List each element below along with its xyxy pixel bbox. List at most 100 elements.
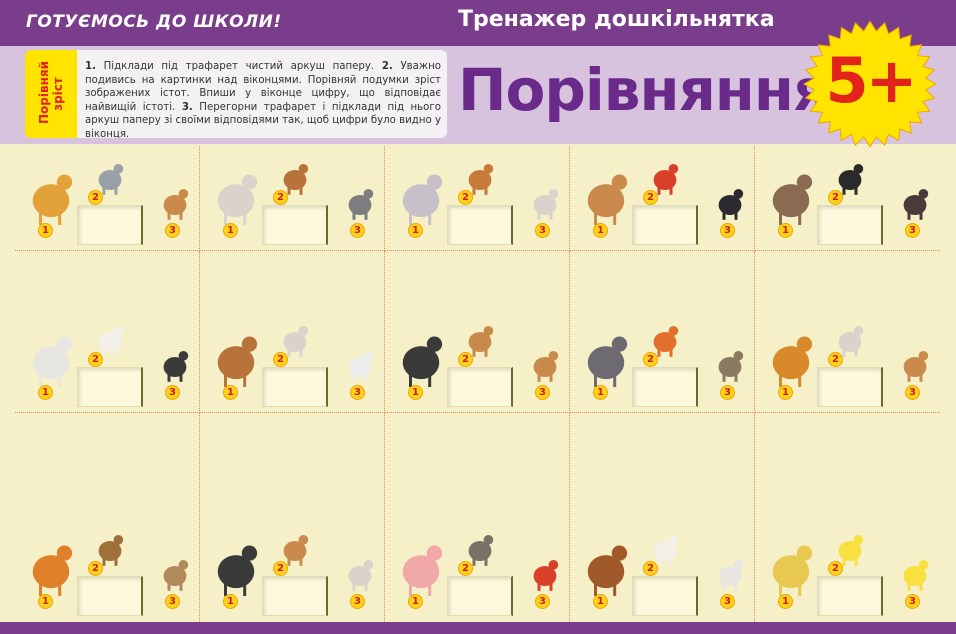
answer-window[interactable] (632, 367, 698, 407)
instructions-text: 1. Підклади під трафарет чистий аркуш па… (85, 60, 441, 138)
squirrel-icon (163, 560, 189, 591)
step-text: Перегорни трафарет і підклади під нього … (85, 101, 441, 138)
number-badge: 1 (778, 223, 793, 238)
number-badge: 2 (458, 352, 473, 367)
number-badge: 3 (535, 385, 550, 400)
header-bar: ГОТУЄМОСЬ ДО ШКОЛИ! Тренажер дошкільнятк… (0, 0, 956, 46)
answer-window[interactable] (447, 576, 513, 616)
number-badge: 1 (38, 385, 53, 400)
dog-icon (587, 174, 628, 226)
lion-icon (772, 336, 813, 388)
starburst-icon (802, 20, 938, 148)
crow-icon (838, 164, 864, 195)
pig-icon (402, 545, 443, 597)
goose-icon (718, 560, 744, 591)
age-label: 5+ (825, 44, 917, 117)
number-badge: 3 (350, 594, 365, 609)
comparison-cell: 1 2 3 (385, 413, 570, 622)
sheep-icon (98, 326, 124, 357)
number-badge: 3 (720, 594, 735, 609)
number-badge: 1 (38, 223, 53, 238)
task-tag-label: Порівняй зріст (37, 61, 65, 124)
step-number: 1. (85, 61, 96, 72)
comparison-cell: 1 2 3 (385, 251, 570, 413)
goose-icon (32, 336, 73, 388)
number-badge: 3 (905, 594, 920, 609)
fox-icon (653, 326, 679, 357)
number-badge: 3 (350, 223, 365, 238)
answer-window[interactable] (447, 367, 513, 407)
number-badge: 2 (828, 561, 843, 576)
number-badge: 1 (593, 385, 608, 400)
number-badge: 1 (593, 594, 608, 609)
number-badge: 2 (643, 190, 658, 205)
answer-window[interactable] (817, 205, 883, 245)
giraffe-icon (32, 174, 73, 226)
hippo-icon (587, 336, 628, 388)
answer-window[interactable] (632, 576, 698, 616)
answer-window[interactable] (447, 205, 513, 245)
cat-icon (217, 174, 258, 226)
number-badge: 2 (88, 352, 103, 367)
hen-icon (587, 545, 628, 597)
number-badge: 1 (408, 385, 423, 400)
number-badge: 1 (778, 385, 793, 400)
comparison-cell: 1 2 3 (200, 413, 385, 622)
dog-icon (533, 351, 559, 382)
rooster-icon (653, 164, 679, 195)
number-badge: 3 (905, 385, 920, 400)
cat-icon (533, 189, 559, 220)
tiger-icon (32, 545, 73, 597)
answer-window[interactable] (262, 576, 328, 616)
goat-icon (348, 351, 374, 382)
number-badge: 2 (828, 352, 843, 367)
cow-icon (217, 545, 258, 597)
dog-icon (903, 351, 929, 382)
number-badge: 2 (828, 190, 843, 205)
answer-window[interactable] (262, 367, 328, 407)
series-title: Тренажер дошкільнятка (458, 7, 775, 32)
number-badge: 1 (593, 223, 608, 238)
answer-window[interactable] (77, 205, 143, 245)
number-badge: 3 (535, 223, 550, 238)
dog-icon (283, 535, 309, 566)
answer-window[interactable] (77, 367, 143, 407)
answer-window[interactable] (817, 367, 883, 407)
number-badge: 1 (223, 385, 238, 400)
number-badge: 2 (88, 190, 103, 205)
number-badge: 3 (535, 594, 550, 609)
sheep-icon (653, 535, 679, 566)
number-badge: 1 (38, 594, 53, 609)
number-badge: 3 (165, 223, 180, 238)
comparison-cell: 1 2 3 (755, 413, 940, 622)
panther-icon (718, 189, 744, 220)
mouse-icon (402, 174, 443, 226)
step-text: Підклади під трафарет чистий аркуш папер… (95, 61, 382, 72)
comparison-cell: 1 2 3 (755, 146, 940, 251)
answer-window[interactable] (817, 576, 883, 616)
number-badge: 3 (350, 385, 365, 400)
number-badge: 2 (273, 352, 288, 367)
bird-icon (718, 351, 744, 382)
elephant-icon (348, 189, 374, 220)
camel-icon (468, 326, 494, 357)
comparison-cell: 1 2 3 (15, 413, 200, 622)
chick-icon (903, 560, 929, 591)
horse-icon (283, 164, 309, 195)
instructions-box: Порівняй зріст 1. Підклади під трафарет … (25, 50, 447, 138)
comparison-cell: 1 2 3 (570, 146, 755, 251)
horse-icon (217, 336, 258, 388)
number-badge: 2 (458, 190, 473, 205)
footer-bar (0, 622, 956, 634)
answer-window[interactable] (77, 576, 143, 616)
step-number: 2. (381, 61, 393, 72)
age-badge: 5+ (800, 18, 940, 150)
comparison-cell: 1 2 3 (200, 146, 385, 251)
rooster-icon (533, 560, 559, 591)
slogan: ГОТУЄМОСЬ ДО ШКОЛИ! (26, 12, 282, 32)
answer-window[interactable] (262, 205, 328, 245)
cat-icon (348, 560, 374, 591)
step-text: Уважно подивись на картинки над віконцям… (85, 61, 442, 113)
answer-window[interactable] (632, 205, 698, 245)
